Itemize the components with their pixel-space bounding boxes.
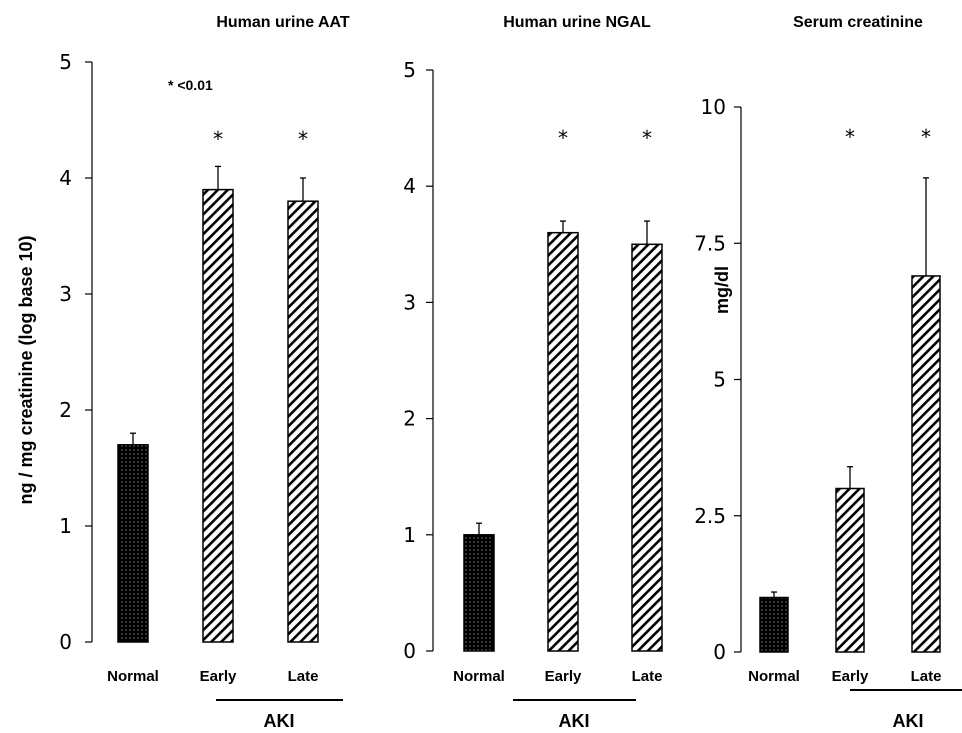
y-tick-label: 0 <box>403 639 416 663</box>
y-tick-label: 5 <box>403 58 416 82</box>
category-label: Early <box>832 668 869 685</box>
y-tick-label: 2.5 <box>694 504 726 528</box>
bar-early <box>202 188 234 643</box>
bar-early <box>547 231 579 652</box>
panel-aat: Human urine AAT * <0.01 ng / mg creatini… <box>16 14 350 731</box>
bar-early <box>835 487 865 653</box>
y-tick-label: 2 <box>59 398 72 422</box>
group-label: AKI <box>893 711 924 731</box>
category-label: Normal <box>748 668 800 685</box>
y-tick-label: 5 <box>713 368 726 392</box>
significance-star: * <box>642 126 652 150</box>
panel-ngal: Human urine NGAL 0 1 2 3 4 5 * * Normal Early La… <box>403 14 663 731</box>
significance-star: * <box>845 125 855 149</box>
significance-star: * <box>213 127 223 151</box>
bar-late <box>287 200 319 643</box>
panel-title: Human urine AAT <box>216 14 350 31</box>
category-label: Late <box>288 668 319 685</box>
bar-normal <box>117 444 149 643</box>
significance-star: * <box>558 126 568 150</box>
bar-normal <box>759 596 789 653</box>
y-tick-label: 10 <box>701 95 726 119</box>
category-label: Late <box>911 668 942 685</box>
y-tick-label: 2 <box>403 407 416 431</box>
significance-star: * <box>298 127 308 151</box>
y-tick-label: 4 <box>59 166 72 190</box>
bar-normal <box>463 534 495 652</box>
bar-late <box>911 275 941 653</box>
category-label: Late <box>632 668 663 685</box>
y-tick-label: 5 <box>59 50 72 74</box>
y-tick-label: 7.5 <box>694 231 726 255</box>
y-tick-label: 1 <box>59 514 72 538</box>
significance-note: * <0.01 <box>168 77 213 93</box>
y-tick-label: 4 <box>403 174 416 198</box>
y-tick-label: 3 <box>403 290 416 314</box>
panel-creatinine: Serum creatinine mg/dl 0 2.5 5 7.5 10 * * Nor… <box>694 14 962 731</box>
group-label: AKI <box>559 711 590 731</box>
panel-title: Serum creatinine <box>793 14 923 31</box>
category-label: Early <box>200 668 237 685</box>
category-label: Normal <box>107 668 159 685</box>
category-label: Normal <box>453 668 505 685</box>
bar-late <box>631 243 663 652</box>
significance-star: * <box>921 125 931 149</box>
y-axis-label: ng / mg creatinine (log base 10) <box>16 235 36 504</box>
y-tick-label: 0 <box>59 630 72 654</box>
y-axis-label: mg/dl <box>712 266 732 314</box>
y-tick-label: 1 <box>403 523 416 547</box>
panel-title: Human urine NGAL <box>503 14 651 31</box>
y-tick-label: 0 <box>713 640 726 664</box>
category-label: Early <box>545 668 582 685</box>
y-tick-label: 3 <box>59 282 72 306</box>
group-label: AKI <box>264 711 295 731</box>
